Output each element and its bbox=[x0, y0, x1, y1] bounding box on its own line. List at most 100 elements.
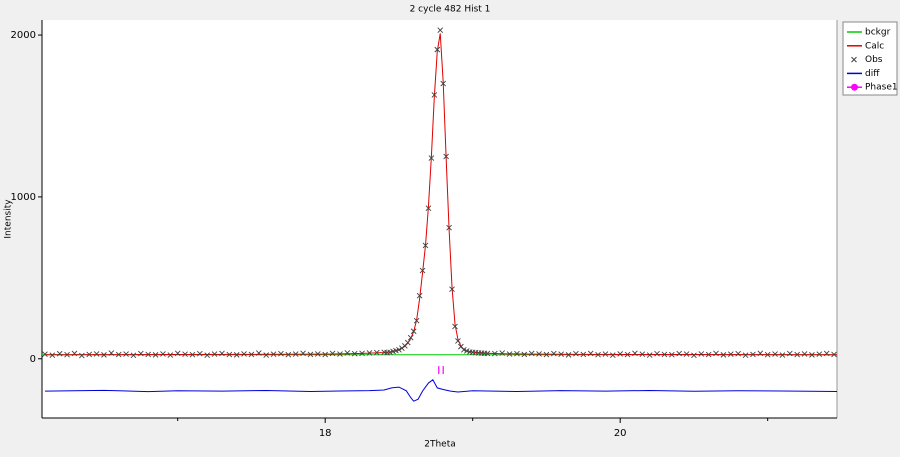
obs-marker bbox=[646, 352, 653, 358]
obs-marker bbox=[676, 350, 682, 357]
obs-marker bbox=[255, 350, 262, 356]
obs-marker bbox=[506, 351, 513, 357]
x-tick-label: 18 bbox=[319, 428, 332, 439]
obs-marker bbox=[668, 351, 675, 358]
obs-marker bbox=[329, 350, 336, 357]
obs-marker bbox=[461, 347, 467, 353]
obs-marker bbox=[809, 352, 815, 358]
obs-marker bbox=[278, 350, 284, 357]
legend-marker bbox=[851, 83, 858, 91]
obs-marker bbox=[431, 92, 438, 98]
obs-marker bbox=[565, 352, 572, 358]
obs-marker bbox=[455, 338, 461, 344]
x-axis-label: 2Theta bbox=[424, 440, 456, 450]
obs-marker bbox=[705, 351, 712, 358]
obs-marker bbox=[764, 351, 771, 358]
obs-marker bbox=[425, 205, 432, 212]
obs-marker bbox=[241, 351, 247, 357]
obs-marker bbox=[654, 350, 660, 357]
obs-marker bbox=[573, 350, 579, 357]
obs-marker bbox=[698, 351, 705, 357]
obs-marker bbox=[71, 350, 78, 357]
obs-marker bbox=[337, 351, 343, 357]
obs-marker bbox=[514, 350, 520, 357]
obs-marker bbox=[434, 46, 441, 53]
obs-marker bbox=[130, 352, 137, 359]
obs-marker bbox=[115, 351, 122, 358]
obs-marker bbox=[499, 350, 506, 356]
obs-marker bbox=[211, 351, 218, 357]
obs-marker bbox=[713, 350, 719, 357]
obs-marker bbox=[528, 350, 535, 357]
obs-marker bbox=[248, 351, 255, 358]
obs-marker bbox=[794, 351, 800, 358]
obs-marker bbox=[123, 351, 129, 357]
obs-marker bbox=[428, 155, 435, 161]
obs-marker bbox=[617, 351, 624, 357]
obs-marker bbox=[344, 350, 351, 356]
obs-marker bbox=[396, 347, 402, 353]
obs-marker bbox=[491, 350, 498, 357]
y-tick-label: 1000 bbox=[11, 192, 36, 203]
obs-marker bbox=[550, 350, 557, 357]
obs-marker bbox=[786, 350, 793, 357]
obs-marker bbox=[595, 351, 601, 358]
obs-marker bbox=[446, 224, 452, 231]
obs-marker bbox=[160, 351, 166, 357]
obs-marker bbox=[823, 350, 830, 357]
obs-marker bbox=[49, 352, 56, 359]
obs-marker bbox=[452, 323, 458, 330]
legend-label: diff bbox=[865, 69, 880, 79]
obs-marker bbox=[404, 339, 411, 346]
obs-marker bbox=[233, 352, 240, 358]
obs-marker bbox=[661, 351, 668, 358]
obs-marker bbox=[270, 351, 277, 358]
obs-marker bbox=[351, 350, 358, 357]
obs-marker bbox=[292, 351, 299, 357]
obs-marker bbox=[108, 350, 115, 356]
legend bbox=[842, 21, 898, 96]
obs-marker bbox=[587, 350, 594, 357]
obs-marker bbox=[419, 267, 426, 274]
obs-marker bbox=[632, 350, 638, 357]
obs-marker bbox=[757, 350, 764, 357]
obs-marker bbox=[138, 350, 144, 357]
obs-marker bbox=[152, 352, 159, 358]
obs-marker bbox=[300, 350, 306, 357]
legend-label: Obs bbox=[865, 55, 883, 65]
obs-marker bbox=[79, 352, 85, 359]
obs-marker bbox=[285, 351, 292, 358]
legend-label: Phase1 bbox=[865, 83, 898, 93]
obs-marker bbox=[440, 80, 447, 87]
obs-marker bbox=[42, 351, 48, 358]
obs-marker bbox=[167, 352, 174, 358]
obs-marker bbox=[801, 351, 808, 357]
y-tick-label: 2000 bbox=[11, 30, 36, 41]
obs-marker bbox=[580, 351, 587, 358]
obs-marker bbox=[720, 352, 727, 358]
chart-title: 2 cycle 482 Hist 1 bbox=[410, 5, 491, 15]
x-tick-label: 20 bbox=[614, 428, 627, 439]
obs-marker bbox=[727, 351, 734, 358]
series-line bbox=[44, 379, 838, 402]
obs-marker bbox=[639, 351, 646, 358]
obs-marker bbox=[93, 351, 100, 357]
obs-marker bbox=[407, 334, 414, 341]
obs-marker bbox=[413, 317, 420, 324]
obs-marker bbox=[683, 351, 690, 357]
obs-marker bbox=[536, 351, 542, 357]
obs-marker bbox=[359, 350, 365, 357]
obs-marker bbox=[772, 351, 778, 357]
obs-marker bbox=[543, 351, 550, 358]
obs-marker bbox=[263, 352, 270, 358]
y-tick-label: 0 bbox=[30, 354, 36, 365]
y-axis-label: Intensity bbox=[4, 199, 14, 239]
obs-marker bbox=[750, 351, 756, 358]
series-line bbox=[44, 33, 838, 356]
legend-marker bbox=[851, 56, 857, 63]
obs-marker bbox=[521, 351, 528, 358]
obs-marker bbox=[189, 351, 196, 358]
obs-marker bbox=[609, 352, 616, 359]
obs-marker bbox=[145, 351, 152, 358]
